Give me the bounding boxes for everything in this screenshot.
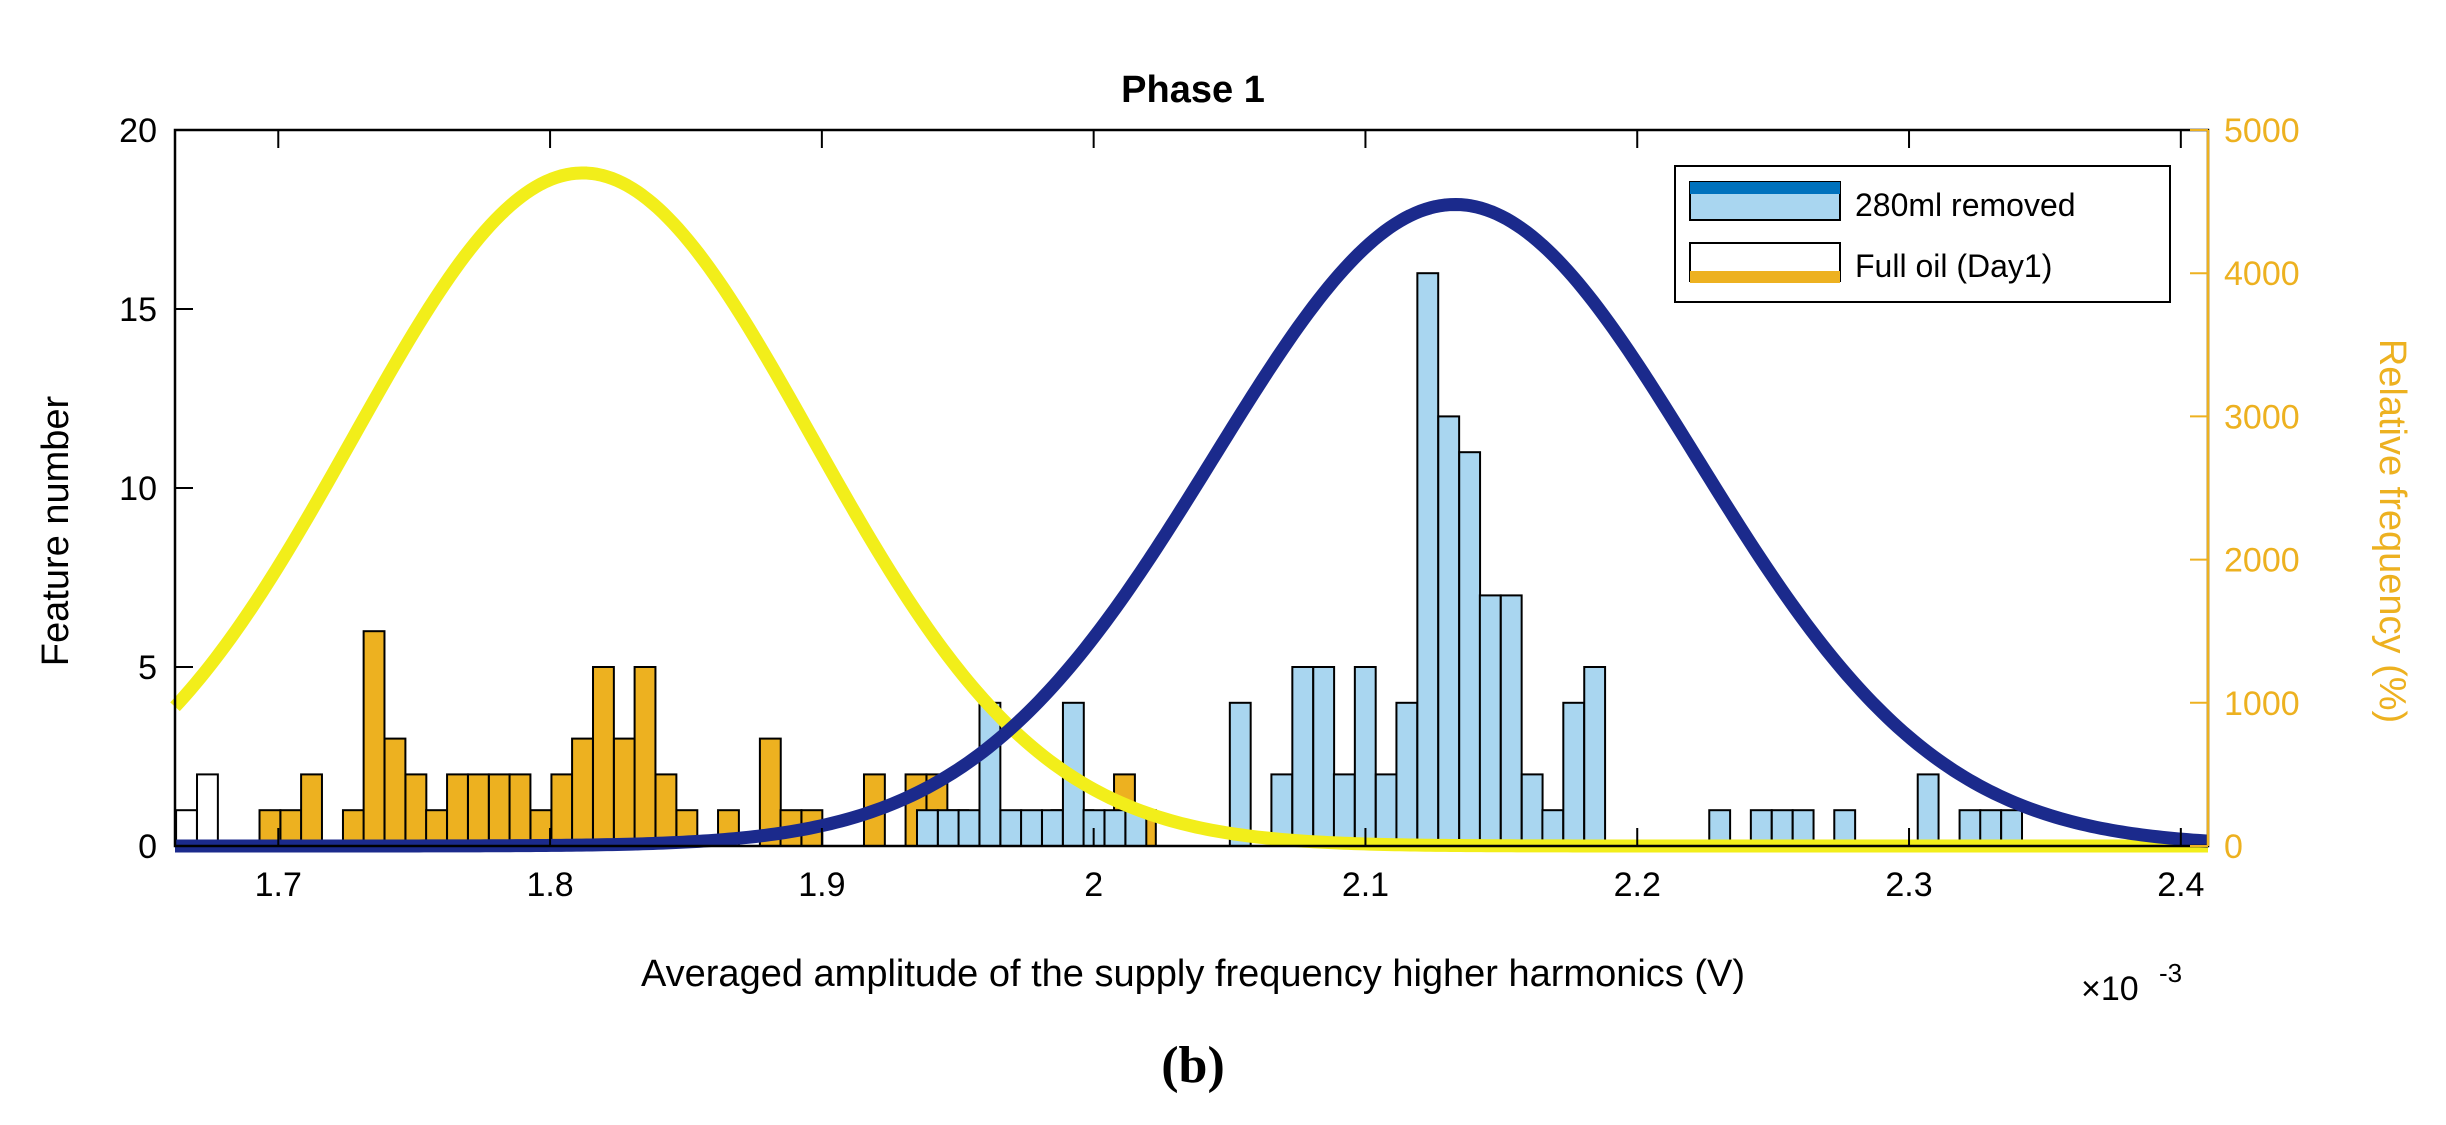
x-exponent-power: -3: [2159, 958, 2182, 988]
removed-bar-16: [1353, 666, 1377, 847]
full-oil-bar-13: [508, 773, 532, 848]
removed-bar-14: [1312, 666, 1336, 847]
full-oil-bar-20: [654, 773, 678, 848]
right-y-tick-label-4: 4000: [2224, 255, 2300, 293]
removed-bar-27: [1583, 666, 1607, 847]
x-tick-label-0: 1.7: [255, 866, 302, 904]
y-axis-label: Feature number: [35, 395, 77, 666]
right-y-axis-label: Relative frequency (%): [2371, 339, 2413, 723]
removed-bar-4: [999, 809, 1023, 848]
legend-swatch-full-line: [1690, 271, 1840, 283]
full-oil-bar-1: [196, 773, 219, 848]
figure-caption: (b): [1161, 1037, 1225, 1094]
removed-bars: [915, 272, 2024, 848]
y-tick-label-2: 10: [119, 470, 157, 508]
x-tick-label-7: 2.4: [2157, 866, 2204, 904]
full-oil-bar-6: [362, 630, 386, 848]
legend-label-full: Full oil (Day1): [1855, 248, 2052, 284]
removed-bar-9: [1103, 809, 1127, 848]
right-y-tick-label-1: 1000: [2224, 685, 2300, 723]
removed-bar-18: [1395, 701, 1419, 847]
full-oil-bar-12: [487, 773, 511, 848]
right-y-tick-label-3: 3000: [2224, 398, 2300, 436]
removed-bar-1: [936, 809, 960, 848]
removed-bar-26: [1562, 701, 1586, 847]
removed-bar-5: [1020, 809, 1043, 848]
right-y-tick-label-2: 2000: [2224, 542, 2300, 580]
removed-bar-23: [1499, 594, 1523, 848]
removed-bar-13: [1291, 666, 1315, 847]
removed-bar-17: [1374, 773, 1398, 848]
right-y-tick-label-5: 5000: [2224, 112, 2300, 150]
legend-swatch-full: [1689, 242, 1841, 283]
y-axis-ticks: 0 5 10 15 20: [119, 112, 193, 866]
removed-bar-22: [1478, 594, 1502, 848]
x-axis-exponent: ×10 -3: [2081, 958, 2182, 1008]
full-oil-bar-16: [571, 737, 594, 847]
legend: 280ml removed Full oil (Day1): [1674, 165, 2171, 303]
full-oil-bar-8: [404, 773, 428, 848]
removed-bar-6: [1041, 809, 1064, 848]
x-tick-label-2: 1.9: [798, 866, 845, 904]
full-oil-bar-15: [550, 773, 574, 848]
removed-bar-0: [915, 809, 939, 848]
y-tick-label-0: 0: [138, 828, 157, 866]
right-y-tick-label-0: 0: [2224, 828, 2243, 866]
full-oil-bar-18: [612, 737, 636, 847]
x-tick-label-1: 1.8: [526, 866, 573, 904]
right-y-axis-ticks: 0 1000 2000 3000 4000 5000: [2190, 112, 2300, 866]
full-oil-bar-17: [592, 666, 615, 847]
legend-swatch-removed: [1689, 181, 1841, 221]
legend-swatch-removed-line: [1690, 182, 1840, 194]
x-tick-label-4: 2.1: [1342, 866, 1389, 904]
removed-bar-19: [1416, 272, 1440, 847]
x-tick-label-6: 2.3: [1885, 866, 1932, 904]
full-oil-bar-19: [633, 666, 657, 847]
removed-bar-2: [957, 809, 981, 848]
y-tick-label-1: 5: [138, 649, 157, 687]
removed-bar-3: [978, 701, 1002, 847]
legend-label-removed: 280ml removed: [1855, 187, 2076, 223]
removed-bar-21: [1458, 451, 1482, 847]
x-tick-label-3: 2: [1084, 866, 1103, 904]
removed-bar-24: [1520, 773, 1544, 848]
x-exponent-base: ×10: [2081, 970, 2139, 1008]
full-oil-bar-11: [466, 773, 490, 848]
y-tick-label-3: 15: [119, 291, 157, 329]
y-tick-label-4: 20: [119, 112, 157, 150]
removed-bar-15: [1332, 773, 1356, 848]
full-oil-bar-7: [383, 737, 407, 847]
removed-bar-33: [1916, 773, 1940, 848]
chart-title: Phase 1: [1121, 69, 1265, 111]
x-axis-label: Averaged amplitude of the supply frequen…: [641, 953, 1745, 995]
removed-bar-11: [1228, 701, 1252, 847]
full-oil-bar-4: [300, 773, 323, 848]
x-tick-label-5: 2.2: [1614, 866, 1661, 904]
full-oil-bar-10: [446, 773, 469, 848]
x-axis-ticks: 1.7 1.8 1.9 2 2.1 2.2 2.3 2.4: [255, 130, 2204, 904]
removed-bar-20: [1437, 415, 1461, 847]
